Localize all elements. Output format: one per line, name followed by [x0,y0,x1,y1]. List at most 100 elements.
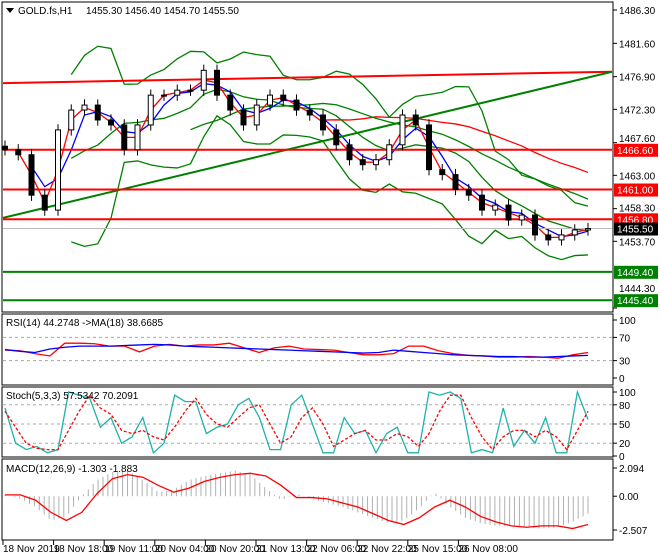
rsi-panel-frame [1,313,614,386]
stoch-tick-label: 50 [619,420,631,431]
time-tick-label: 26 Nov 08:00 [458,544,518,555]
candle-body [306,109,313,116]
candle-body [465,189,472,196]
stoch-signal-line [4,394,589,451]
panel-frames [1,1,614,541]
stoch-title: Stoch(5,3,3) 57.5342 70.2091 [6,391,139,402]
support-trend-line [2,70,613,219]
macd-tick-label: 0.00 [619,492,639,503]
candle-body [505,204,512,221]
support-level-badge [614,265,658,279]
candle-body [346,144,353,161]
price-tick-label: 1486.30 [619,6,656,17]
candle-body [333,129,340,146]
resistance-level-label: 1461.00 [617,186,654,197]
resistance-trend-line [2,70,613,85]
candle-body [2,145,8,151]
candle-body [386,144,393,161]
candle-body [585,228,591,231]
candle-body [532,214,538,236]
candle-body [399,114,406,146]
candle-body [293,99,300,111]
ohlc-readout: 1455.30 1456.40 1454.70 1455.50 [86,6,239,17]
bollinger-lower [71,114,589,261]
price-tick-label: 1467.60 [619,134,656,145]
stoch-panel: 100 80 50 20 0 [3,388,636,463]
candle-body [240,109,247,126]
support-level-label: 1449.40 [617,268,654,279]
resistance-level-label: 1466.60 [617,146,654,157]
current-price-label: 1455.50 [617,225,654,236]
candle-body [558,234,565,241]
candle-body [227,94,234,111]
resistance-level-label: 1456.80 [617,215,654,226]
candle-body [200,69,207,91]
time-tick-label: 21 Nov 13:00 [256,544,316,555]
rsi-tick-label: 70 [619,333,631,344]
macd-panel: 2.094 0.00 -2.507 [4,464,648,537]
stoch-main-line [4,389,589,455]
candle-body [94,104,101,121]
time-tick-label: 20 Nov 04:00 [155,544,215,555]
candle-body [439,169,446,176]
candle-body [492,204,499,211]
candle-body [187,89,194,92]
candle-body [359,159,366,166]
rsi-title: RSI(14) 44.2748 ->MA(18) 38.6685 [6,318,163,329]
time-tick-label: 18 Nov 2019 [3,544,60,555]
resistance-level-badge [614,183,658,197]
rsi-tick-label: 100 [619,316,636,327]
macd-signal-line [5,472,589,530]
macd-title: MACD(12,26,9) -1.303 -1.883 [6,464,138,475]
candle-body [81,104,88,111]
candle-body [147,94,154,126]
candle-body [15,149,22,156]
price-tick-label: 1463.00 [619,171,656,182]
candle-body [134,124,141,151]
symbol-label: GOLD.fs,H1 [18,6,73,17]
candle-body [174,89,181,96]
slow-ma-line [322,116,589,174]
candle-body [214,69,220,96]
main-panel-frame [1,1,614,313]
stoch-tick-label: 80 [619,401,631,412]
time-tick-label: 22 Nov 06:00 [307,544,367,555]
candle-body [320,114,326,131]
collapse-triangle-icon[interactable] [6,8,14,13]
stoch-tick-label: 20 [619,439,631,450]
candle-body [108,119,114,126]
candle-body [68,109,75,131]
candle-body [161,94,167,97]
candle-body [412,114,419,126]
time-tick-label: 19 Nov 11:00 [104,544,163,555]
candle-body [267,94,273,106]
candle-body [426,124,432,171]
bollinger-middle [70,88,589,232]
bollinger-upper [70,45,589,207]
rsi-tick-label: 0 [619,374,625,385]
time-tick-label: 25 Nov 15:00 [408,544,468,555]
candle-body [479,194,485,211]
candle-body [280,94,287,101]
time-tick-label: 20 Nov 20:00 [205,544,265,555]
candle-body [41,194,48,211]
resistance-level-badge [614,143,658,157]
candle-body [28,154,35,196]
time-tick-label: 22 Nov 22:00 [357,544,417,555]
support-level-badge [614,294,658,308]
current-price-badge [614,222,658,236]
price-tick-label: 1472.30 [619,105,656,116]
price-tick-label: 1476.90 [619,73,656,84]
candle-body [452,174,459,191]
price-tick-label: 1453.70 [619,237,656,248]
support-level-label: 1445.40 [617,296,654,307]
rsi-panel: 100 70 30 0 [3,316,636,385]
rsi-ma-line [4,343,589,358]
candle-body [518,214,525,221]
candle-body [55,129,61,211]
price-tick-label: 1481.60 [619,39,656,50]
time-tick-label: 18 Nov 18:00 [54,544,114,555]
macd-tick-label: -2.507 [619,526,648,537]
